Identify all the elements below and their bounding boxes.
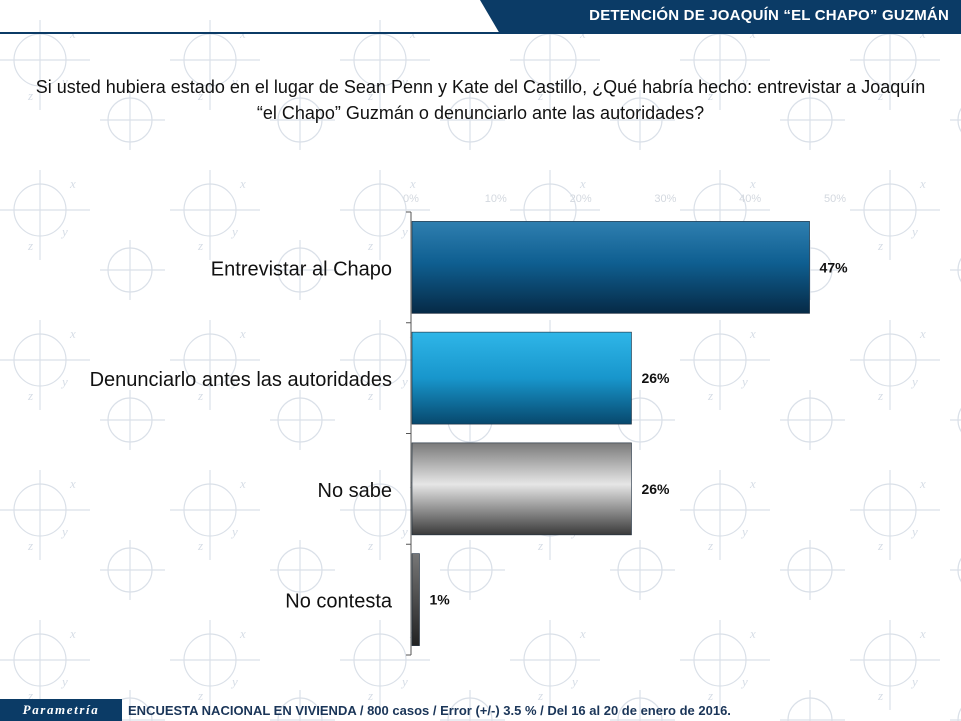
survey-footnote: ENCUESTA NACIONAL EN VIVIENDA / 800 caso… [128,703,731,718]
category-label: No contesta [285,591,393,613]
bar-3 [411,553,420,646]
value-label: 47% [820,259,849,275]
header-title: DETENCIÓN DE JOAQUÍN “EL CHAPO” GUZMÁN [589,7,949,24]
x-tick-label: 20% [570,193,592,205]
survey-question: Si usted hubiera estado en el lugar de S… [35,77,926,123]
header-band [0,0,961,34]
x-tick-label: 0% [403,193,419,205]
x-tick-label: 10% [485,193,507,205]
bar-2 [411,442,632,536]
x-tick-label: 30% [654,193,676,205]
value-label: 26% [641,481,670,497]
category-label: Entrevistar al Chapo [211,258,392,280]
x-tick-label: 50% [824,193,846,205]
bar-0 [411,221,810,314]
category-label: Denunciarlo antes las autoridades [90,369,392,391]
parametria-logo: Parametría [0,699,122,721]
value-label: 1% [429,592,450,608]
value-label: 26% [641,370,670,386]
category-label: No sabe [318,480,393,502]
x-tick-label: 40% [739,193,761,205]
bar-1 [411,331,632,425]
